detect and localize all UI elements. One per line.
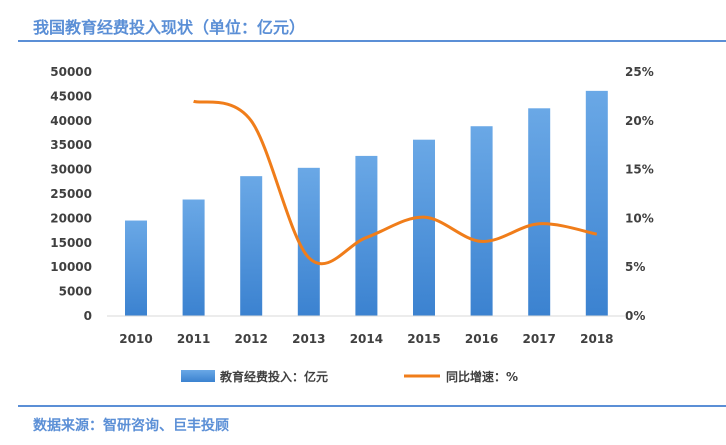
x-axis-tick: 2018 (580, 332, 613, 346)
x-axis-tick: 2010 (119, 332, 152, 346)
left-axis-tick: 40000 (50, 114, 92, 128)
bar-2012 (240, 176, 263, 316)
right-axis-tick: 15% (625, 163, 654, 177)
right-axis-tick: 5% (625, 260, 645, 274)
x-axis-tick: 2014 (350, 332, 383, 346)
title-divider (18, 40, 726, 42)
bar-2011 (182, 199, 205, 316)
source-note: 数据来源：智研咨询、巨丰投顾 (33, 418, 229, 434)
bar-2017 (528, 108, 551, 316)
right-axis-tick: 20% (625, 114, 654, 128)
left-axis-tick: 5000 (59, 285, 92, 299)
legend-line-label: 同比增速：% (446, 369, 518, 384)
left-axis-tick: 20000 (50, 211, 92, 225)
left-axis-tick: 45000 (50, 89, 92, 103)
right-axis-tick: 10% (625, 211, 654, 225)
x-axis-tick: 2017 (522, 332, 555, 346)
bar-2016 (470, 126, 493, 316)
right-axis-tick: 0% (625, 309, 645, 323)
right-axis-tick: 25% (625, 65, 654, 79)
left-axis-tick: 25000 (50, 187, 92, 201)
bar-2018 (585, 90, 608, 316)
bar-2013 (297, 167, 320, 316)
chart-title: 我国教育经费投入现状（单位：亿元） (33, 18, 306, 37)
x-axis-tick: 2013 (292, 332, 325, 346)
x-axis-tick: 2011 (177, 332, 210, 346)
legend-bar-label: 教育经费投入：亿元 (219, 369, 328, 384)
left-axis-tick: 30000 (50, 163, 92, 177)
growth-rate-line (193, 99, 598, 266)
left-axis-tick: 0 (84, 309, 92, 323)
bar-2010 (125, 220, 147, 316)
left-axis-tick: 50000 (50, 65, 92, 79)
bar-2015 (413, 139, 435, 316)
legend-bar-swatch (181, 370, 215, 382)
left-axis-tick: 35000 (50, 138, 92, 152)
x-axis-tick: 2016 (465, 332, 498, 346)
footer-divider (18, 405, 726, 407)
left-axis-tick: 10000 (50, 260, 92, 274)
x-axis-tick: 2015 (407, 332, 440, 346)
x-axis-tick: 2012 (234, 332, 267, 346)
left-axis-tick: 15000 (50, 236, 92, 250)
